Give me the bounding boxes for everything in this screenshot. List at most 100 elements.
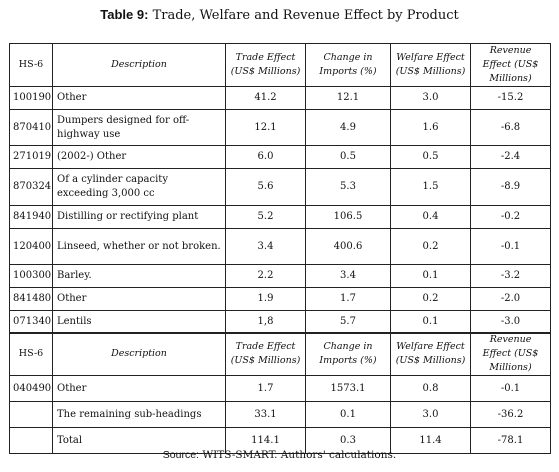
table-header-row: HS-6 Description Trade Effect (US$ Milli… — [9, 332, 551, 376]
cell-description: Dumpers designed for off-highway use — [52, 109, 226, 146]
cell-hs: 071340 — [9, 310, 53, 334]
cell-welfare-effect: 1.5 — [390, 168, 471, 206]
table-row: 870324 Of a cylinder capacity exceeding … — [9, 168, 551, 206]
table-row: The remaining sub-headings 33.1 0.1 3.0 … — [9, 401, 551, 428]
cell-hs: 870410 — [9, 109, 53, 146]
cell-welfare-effect: 0.4 — [390, 205, 471, 229]
table-row: 100190 Other 41.2 12.1 3.0 -15.2 — [9, 86, 551, 110]
header-trade-effect: Trade Effect (US$ Millions) — [225, 332, 306, 376]
cell-welfare-effect: 0.2 — [390, 228, 471, 265]
table-row: 071340 Lentils 1,8 5.7 0.1 -3.0 — [9, 310, 551, 334]
table-row: 100300 Barley. 2.2 3.4 0.1 -3.2 — [9, 264, 551, 288]
header-hs: HS-6 — [9, 332, 53, 376]
cell-trade-effect: 3.4 — [225, 228, 306, 265]
header-revenue-effect: Revenue Effect (US$ Millions) — [470, 43, 551, 87]
table-row: 120400 Linseed, whether or not broken. 3… — [9, 228, 551, 265]
trade-effect-table: HS-6 Description Trade Effect (US$ Milli… — [9, 43, 551, 334]
cell-welfare-effect: 3.0 — [390, 86, 471, 110]
header-hs: HS-6 — [9, 43, 53, 87]
cell-trade-effect: 2.2 — [225, 264, 306, 288]
source-label: Source: — [162, 449, 199, 461]
cell-description: Other — [52, 375, 226, 402]
cell-revenue-effect: -78.1 — [470, 427, 551, 454]
header-welfare-effect: Welfare Effect (US$ Millions) — [390, 332, 471, 376]
header-description: Description — [52, 332, 226, 376]
cell-revenue-effect: -2.4 — [470, 145, 551, 169]
cell-revenue-effect: -36.2 — [470, 401, 551, 428]
header-change-imports: Change in Imports (%) — [305, 332, 391, 376]
cell-revenue-effect: -15.2 — [470, 86, 551, 110]
cell-description: Other — [52, 287, 226, 311]
cell-description: Distilling or rectifying plant — [52, 205, 226, 229]
cell-hs: 841940 — [9, 205, 53, 229]
cell-change-imports: 1.7 — [305, 287, 391, 311]
cell-revenue-effect: -6.8 — [470, 109, 551, 146]
cell-hs — [9, 401, 53, 428]
cell-description: Lentils — [52, 310, 226, 334]
source-note: Source: WITS-SMART. Authors' calculation… — [0, 449, 559, 461]
table-row: 040490 Other 1.7 1573.1 0.8 -0.1 — [9, 375, 551, 402]
cell-change-imports: 106.5 — [305, 205, 391, 229]
cell-change-imports: 0.5 — [305, 145, 391, 169]
cell-welfare-effect: 0.1 — [390, 264, 471, 288]
cell-change-imports: 400.6 — [305, 228, 391, 265]
table-row: 271019 (2002-) Other 6.0 0.5 0.5 -2.4 — [9, 145, 551, 169]
cell-hs: 271019 — [9, 145, 53, 169]
table-row: Total 114.1 0.3 11.4 -78.1 — [9, 427, 551, 454]
cell-welfare-effect: 11.4 — [390, 427, 471, 454]
cell-change-imports: 0.1 — [305, 401, 391, 428]
table-row: 841940 Distilling or rectifying plant 5.… — [9, 205, 551, 229]
cell-description: Other — [52, 86, 226, 110]
cell-description: Barley. — [52, 264, 226, 288]
cell-change-imports: 12.1 — [305, 86, 391, 110]
cell-trade-effect: 1.7 — [225, 375, 306, 402]
cell-description: The remaining sub-headings — [52, 401, 226, 428]
header-description: Description — [52, 43, 226, 87]
cell-trade-effect: 41.2 — [225, 86, 306, 110]
cell-hs: 100300 — [9, 264, 53, 288]
table-title-label: Table 9: — [100, 7, 149, 22]
cell-revenue-effect: -0.2 — [470, 205, 551, 229]
header-change-imports: Change in Imports (%) — [305, 43, 391, 87]
table-title: Table 9: Trade, Welfare and Revenue Effe… — [0, 7, 559, 23]
source-text: WITS-SMART. Authors' calculations. — [202, 449, 397, 461]
cell-description: (2002-) Other — [52, 145, 226, 169]
header-welfare-effect: Welfare Effect (US$ Millions) — [390, 43, 471, 87]
cell-trade-effect: 12.1 — [225, 109, 306, 146]
trade-effect-table-continued: HS-6 Description Trade Effect (US$ Milli… — [9, 332, 551, 454]
cell-trade-effect: 5.6 — [225, 168, 306, 206]
cell-trade-effect: 114.1 — [225, 427, 306, 454]
table-title-text: Trade, Welfare and Revenue Effect by Pro… — [152, 8, 459, 23]
cell-hs: 120400 — [9, 228, 53, 265]
cell-hs: 100190 — [9, 86, 53, 110]
cell-change-imports: 3.4 — [305, 264, 391, 288]
cell-trade-effect: 5.2 — [225, 205, 306, 229]
cell-revenue-effect: -0.1 — [470, 228, 551, 265]
cell-revenue-effect: -0.1 — [470, 375, 551, 402]
table-row: 841480 Other 1.9 1.7 0.2 -2.0 — [9, 287, 551, 311]
cell-welfare-effect: 1.6 — [390, 109, 471, 146]
cell-hs: 040490 — [9, 375, 53, 402]
cell-revenue-effect: -3.2 — [470, 264, 551, 288]
cell-revenue-effect: -8.9 — [470, 168, 551, 206]
cell-change-imports: 5.7 — [305, 310, 391, 334]
cell-change-imports: 0.3 — [305, 427, 391, 454]
cell-trade-effect: 6.0 — [225, 145, 306, 169]
cell-change-imports: 1573.1 — [305, 375, 391, 402]
cell-welfare-effect: 0.2 — [390, 287, 471, 311]
cell-change-imports: 5.3 — [305, 168, 391, 206]
cell-hs: 870324 — [9, 168, 53, 206]
cell-description: Total — [52, 427, 226, 454]
table-header-row: HS-6 Description Trade Effect (US$ Milli… — [9, 43, 551, 87]
cell-welfare-effect: 0.1 — [390, 310, 471, 334]
header-trade-effect: Trade Effect (US$ Millions) — [225, 43, 306, 87]
cell-change-imports: 4.9 — [305, 109, 391, 146]
cell-hs: 841480 — [9, 287, 53, 311]
cell-trade-effect: 1,8 — [225, 310, 306, 334]
cell-description: Of a cylinder capacity exceeding 3,000 c… — [52, 168, 226, 206]
cell-welfare-effect: 3.0 — [390, 401, 471, 428]
header-revenue-effect: Revenue Effect (US$ Millions) — [470, 332, 551, 376]
cell-revenue-effect: -3.0 — [470, 310, 551, 334]
cell-revenue-effect: -2.0 — [470, 287, 551, 311]
cell-trade-effect: 1.9 — [225, 287, 306, 311]
